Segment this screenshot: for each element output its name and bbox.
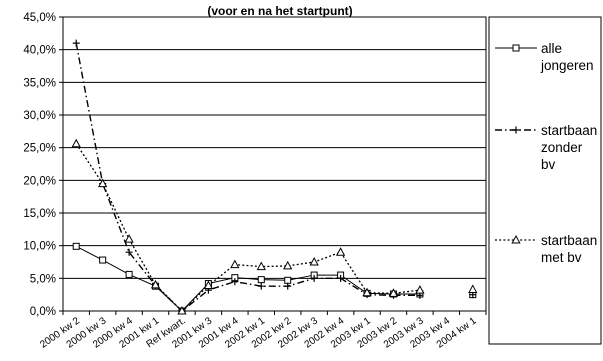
y-tick-label: 25,0% — [23, 143, 56, 155]
data-point — [335, 247, 346, 256]
series-lines — [71, 39, 478, 315]
data-point — [284, 282, 292, 290]
legend: alle jongeren startbaan zonder bv startbaan me… — [488, 16, 602, 345]
data-point — [337, 274, 345, 282]
y-tick-label: 5,0% — [30, 273, 56, 285]
y-tick-label: 0,0% — [30, 306, 56, 318]
data-point — [512, 126, 520, 134]
data-point — [72, 242, 80, 250]
y-tick-label: 15,0% — [23, 208, 56, 220]
data-point — [511, 234, 521, 244]
y-axis-ticks: 0,0% 5,0% 10,0% 15,0% 20,0% 25,0% 30,0% 35,0% 40… — [23, 12, 56, 318]
series-line — [75, 245, 420, 312]
data-point — [283, 260, 293, 270]
y-tick-label: 35,0% — [23, 77, 56, 89]
data-point — [415, 285, 425, 294]
data-point — [125, 270, 133, 278]
legend-label: jongeren — [540, 58, 594, 73]
series-plus — [72, 39, 477, 315]
data-point — [99, 256, 107, 264]
legend-label: startbaan — [541, 123, 597, 138]
y-tick-label: 20,0% — [23, 175, 56, 187]
legend-label: bv — [541, 157, 556, 172]
y-tick-label: 40,0% — [23, 45, 56, 57]
data-point — [150, 279, 161, 289]
legend-label: zonder — [541, 140, 583, 155]
data-point — [231, 278, 239, 286]
data-point — [203, 280, 214, 290]
y-tick-label: 30,0% — [23, 110, 56, 122]
series-line — [75, 43, 420, 312]
data-point — [257, 276, 265, 284]
legend-box — [488, 16, 602, 345]
data-point — [124, 234, 134, 243]
data-point — [512, 44, 520, 52]
legend-label: met bv — [541, 250, 582, 265]
data-point — [362, 287, 372, 297]
legend-label: alle — [541, 41, 562, 56]
plot-border — [62, 16, 487, 312]
data-point — [72, 39, 80, 47]
series-triangle — [71, 138, 478, 315]
data-point — [309, 256, 319, 266]
data-point — [310, 274, 318, 282]
y-tick-label: 45,0% — [23, 12, 56, 24]
data-point — [98, 178, 108, 188]
data-point — [388, 288, 399, 297]
chart-title: (voor en na het startpunt) — [207, 4, 352, 18]
data-point — [177, 305, 187, 315]
data-point — [71, 138, 81, 148]
data-point — [468, 284, 478, 293]
legend-label: startbaan — [541, 233, 597, 248]
data-point — [284, 276, 292, 284]
data-point — [230, 259, 240, 269]
series-line — [75, 143, 420, 312]
y-tick-label: 10,0% — [23, 241, 56, 253]
gridlines — [59, 16, 487, 312]
data-point — [125, 248, 133, 256]
data-point — [256, 261, 266, 271]
data-point — [257, 282, 265, 290]
